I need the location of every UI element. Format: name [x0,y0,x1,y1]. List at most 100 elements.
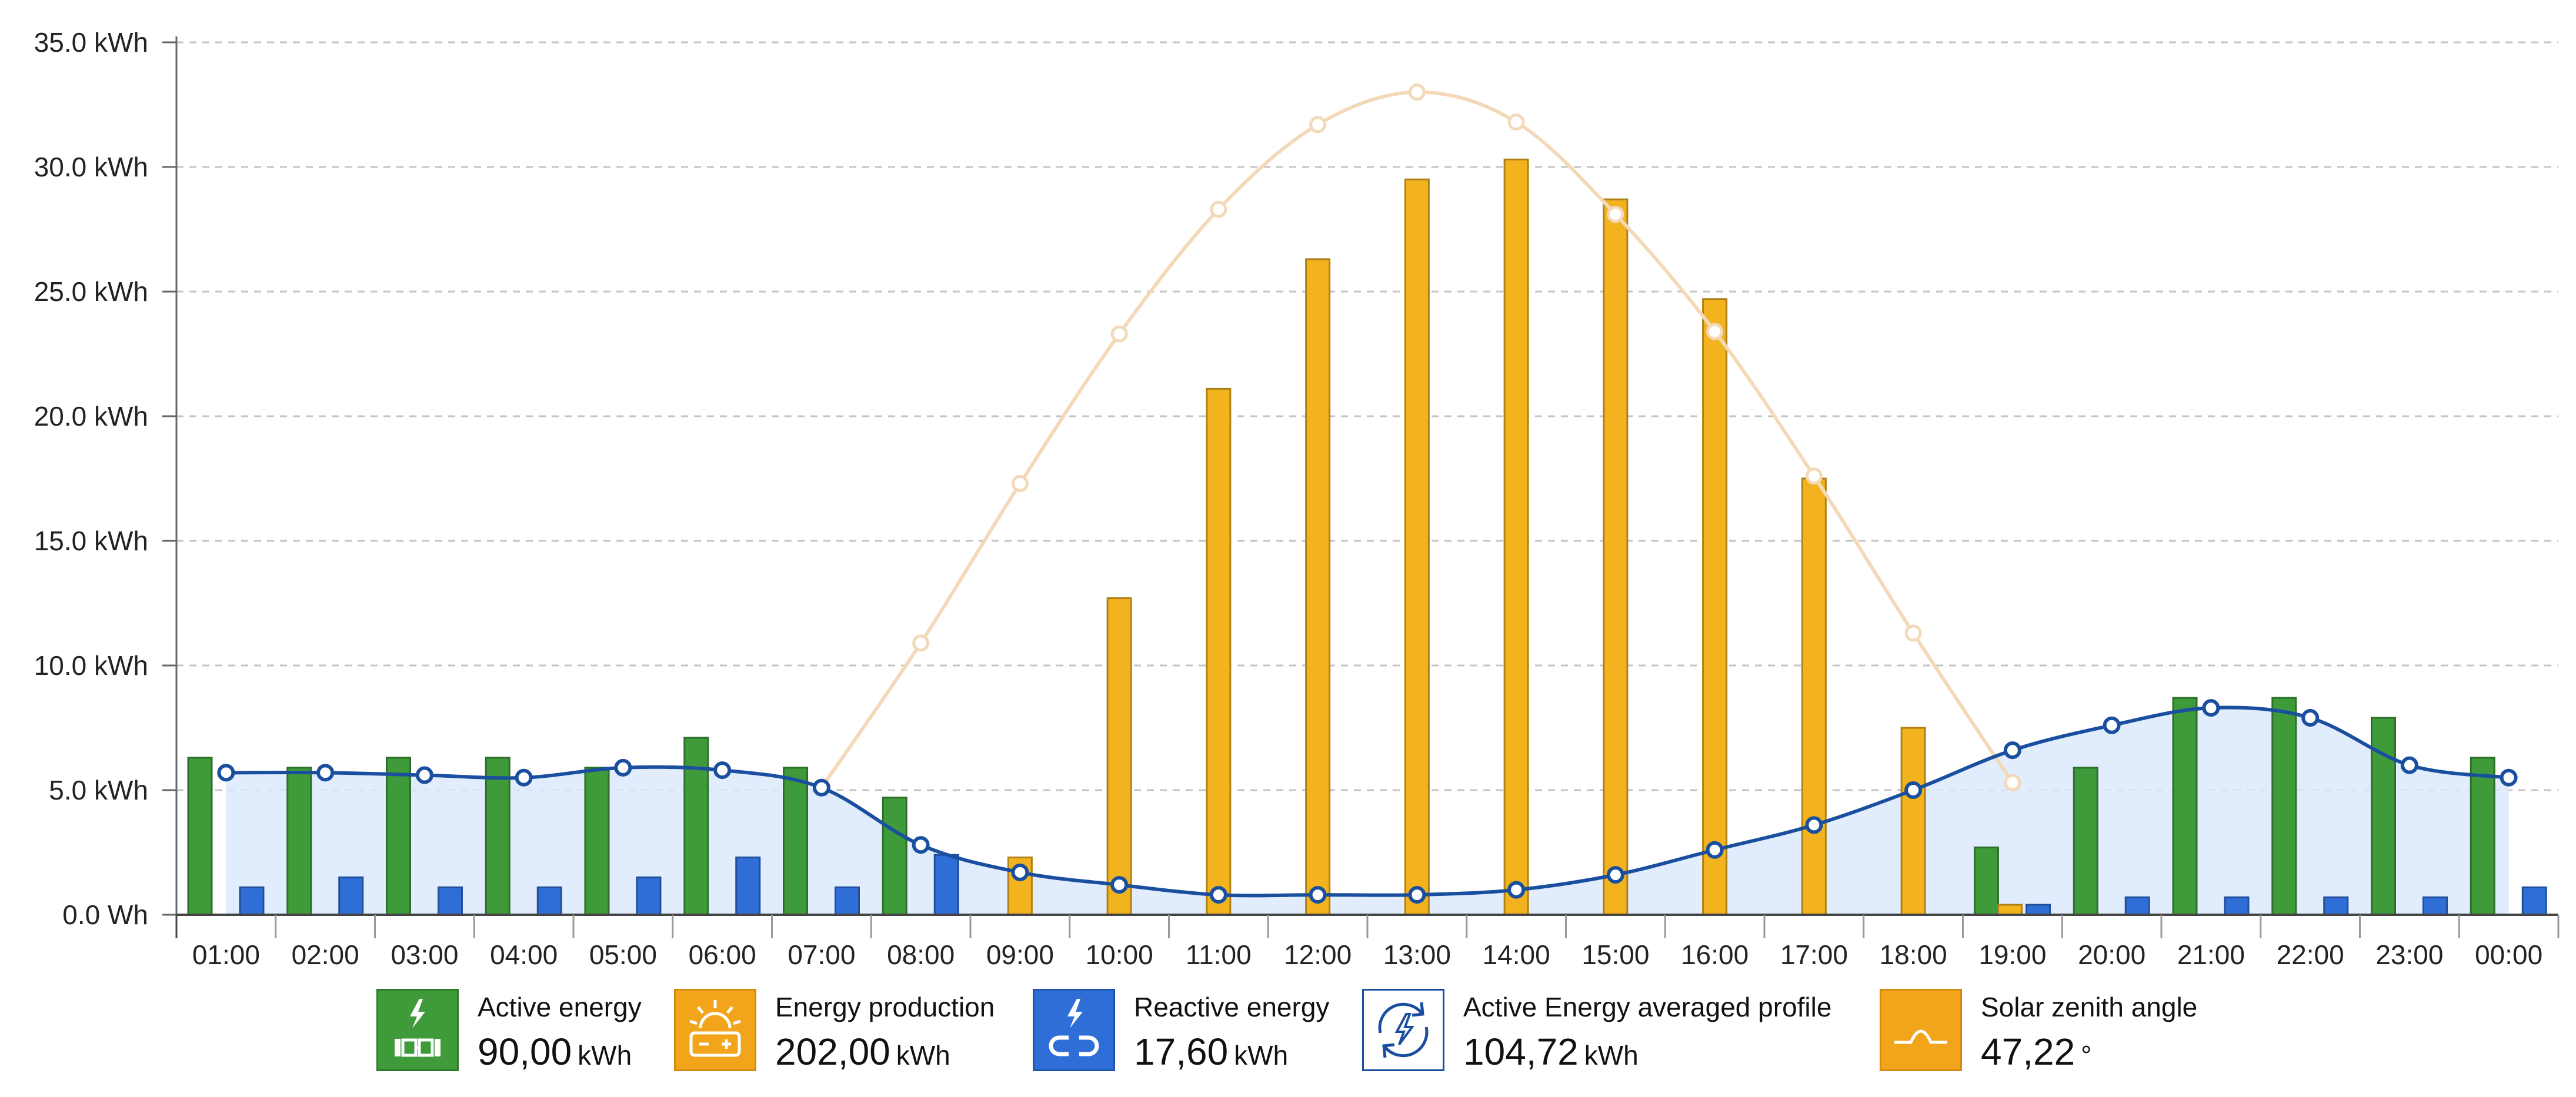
bar-reactive-energy [2124,896,2150,916]
solar-zenith-point [1408,83,1426,101]
y-tick-label: 10.0 kWh [34,650,148,681]
averaged-profile-point [2003,741,2021,760]
bar-active-energy [2470,757,2495,916]
bar-reactive-energy [933,854,959,916]
legend-number: 202,00 [775,1031,890,1073]
solar-zenith-point [1011,474,1029,492]
bar-energy-production [1801,477,1827,916]
legend-number: 104,72 [1463,1031,1579,1073]
bar-energy-production [1603,198,1629,916]
y-tick-label: 5.0 kWh [49,775,148,805]
x-tick-label: 06:00 [689,939,756,970]
averaged-profile-point [1805,816,1823,834]
averaged-profile-point [2500,768,2518,787]
averaged-profile-area [226,707,2509,915]
solar-zenith-point [1210,200,1227,218]
averaged-profile-line [217,699,2518,904]
bar-reactive-energy [239,886,265,916]
bar-active-energy [683,737,709,916]
averaged-profile-point [1408,886,1426,904]
solar-zenith-point [1507,113,1525,131]
gridlines [176,41,2558,791]
y-tick-labels: 0.0 Wh 5.0 kWh 10.0 kWh 15.0 kWh 20.0 kWh 25.… [34,27,148,930]
legend-label: Active Energy averaged profile [1463,992,1832,1022]
averaged-profile-point [316,764,335,782]
x-tick-label: 04:00 [490,939,558,970]
averaged-profile-point [217,764,235,782]
legend-unit: kWh [578,1040,632,1071]
bar-reactive-energy [2026,904,2051,916]
legend-label: Reactive energy [1134,992,1330,1022]
bar-reactive-energy [2224,896,2250,916]
x-tick-label: 14:00 [1483,939,1550,970]
x-tick-label: 21:00 [2177,939,2245,970]
y-tick-label: 25.0 kWh [34,276,148,307]
x-tick-label: 13:00 [1383,939,1451,970]
bar-active-energy [187,757,213,916]
bar-energy-production [1997,904,2023,916]
legend-number: 47,22 [1981,1031,2076,1073]
bar-energy-production [1702,298,1728,916]
solar-zenith-point [912,634,930,652]
legend-number: 90,00 [478,1031,572,1073]
averaged-profile-point [1011,863,1029,881]
bar-energy-production [1305,258,1331,916]
averaged-profile-point [812,778,830,797]
y-tick-label: 15.0 kWh [34,526,148,556]
averaged-profile-point [2103,716,2121,734]
sun-panel-icon [674,989,756,1071]
bar-active-energy [286,767,312,916]
legend-value: 17,60 kWh [1134,1030,1288,1073]
bar-reactive-energy [2323,896,2349,916]
averaged-profile-point [1209,886,1227,904]
x-tick-label: 10:00 [1086,939,1153,970]
y-tick-label: 35.0 kWh [34,27,148,58]
y-tick-label: 0.0 Wh [62,899,148,930]
solar-zenith-point [1309,116,1327,133]
legend-value: 47,22 ° [1981,1030,2092,1073]
bar-reactive-energy [2521,886,2547,916]
solar-zenith-point [2004,774,2021,791]
x-tick-label: 05:00 [589,939,657,970]
bar-reactive-energy [2422,896,2448,916]
bar-energy-production [1404,178,1430,916]
y-tick-label: 20.0 kWh [34,401,148,432]
x-tick-label: 02:00 [292,939,359,970]
bar-energy-production [1206,387,1232,916]
averaged-profile-point [2202,699,2220,717]
bar-active-energy [485,757,510,916]
x-tick-label: 18:00 [1880,939,1947,970]
bar-active-energy [2073,767,2098,916]
legend-unit: kWh [896,1040,950,1071]
legend-unit: kWh [1584,1040,1639,1071]
cycle-energy-icon [1362,989,1444,1071]
bar-active-energy [783,767,808,916]
chart: 0.0 Wh 5.0 kWh 10.0 kWh 15.0 kWh 20.0 kWh 25.… [34,27,2560,970]
x-tick-label: 11:00 [1186,939,1252,970]
bar-active-energy [882,797,907,916]
legend-value: 90,00 kWh [478,1030,632,1073]
averaged-profile-fill [226,707,2509,915]
averaged-profile-point [713,761,732,780]
bar-reactive-energy [636,876,662,916]
bar-active-energy [584,767,610,916]
legend-label: Solar zenith angle [1981,992,2198,1022]
legend-label: Energy production [775,992,995,1022]
bar-reactive-energy [536,886,562,916]
legend-unit: kWh [1234,1040,1289,1071]
bar-energy-production [1106,597,1132,916]
bar-reactive-energy [835,886,860,916]
legend-number: 17,60 [1134,1031,1229,1073]
bar-active-energy [2371,717,2396,916]
averaged-profile-point [1606,866,1624,884]
solar-zenith-point [1607,206,1624,223]
bar-energy-production [1900,727,1926,916]
legend-unit: ° [2081,1040,2092,1071]
averaged-profile-point [1309,886,1327,904]
averaged-profile-point [515,768,533,787]
x-tick-label: 15:00 [1581,939,1649,970]
bar-active-energy [386,757,411,916]
bar-energy-production [1503,158,1529,916]
bars [187,158,2547,916]
x-tick-labels: 01:00 02:00 03:00 04:00 05:00 06:00 07:00 08:00… [192,939,2542,970]
